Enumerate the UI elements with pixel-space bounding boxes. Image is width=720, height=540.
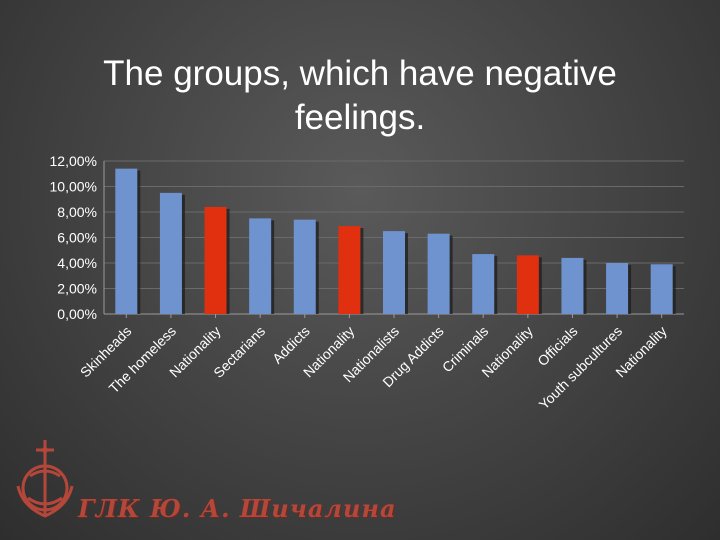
y-tick-label: 6,00% (57, 230, 97, 246)
title-line-1: The groups, which have negative (103, 54, 617, 93)
bar (293, 219, 316, 314)
y-tick-label: 2,00% (57, 281, 97, 297)
bar (561, 257, 584, 314)
bar (159, 192, 182, 314)
x-tick-label: Youth subcultures (536, 323, 626, 413)
bar (383, 231, 405, 314)
bar (338, 226, 361, 314)
bar (650, 264, 673, 314)
y-tick-label: 0,00% (57, 306, 97, 322)
bar (249, 218, 272, 314)
bar (516, 255, 539, 314)
seal-logo-icon (16, 440, 74, 518)
y-tick-label: 10,00% (50, 179, 97, 195)
y-tick-label: 8,00% (57, 204, 97, 220)
page-title: The groups, which have negative feelings… (40, 52, 680, 140)
y-tick-label: 4,00% (57, 255, 97, 271)
y-tick-label: 12,00% (50, 153, 97, 169)
bar (427, 233, 450, 314)
bar (204, 206, 227, 314)
logo-text: ГЛК Ю. А. Шичалина (78, 494, 397, 523)
bar (606, 263, 629, 314)
x-tick-label: Addicts (269, 323, 313, 367)
title-line-2: feelings. (294, 98, 426, 137)
bar (115, 168, 138, 314)
bar (472, 254, 495, 314)
